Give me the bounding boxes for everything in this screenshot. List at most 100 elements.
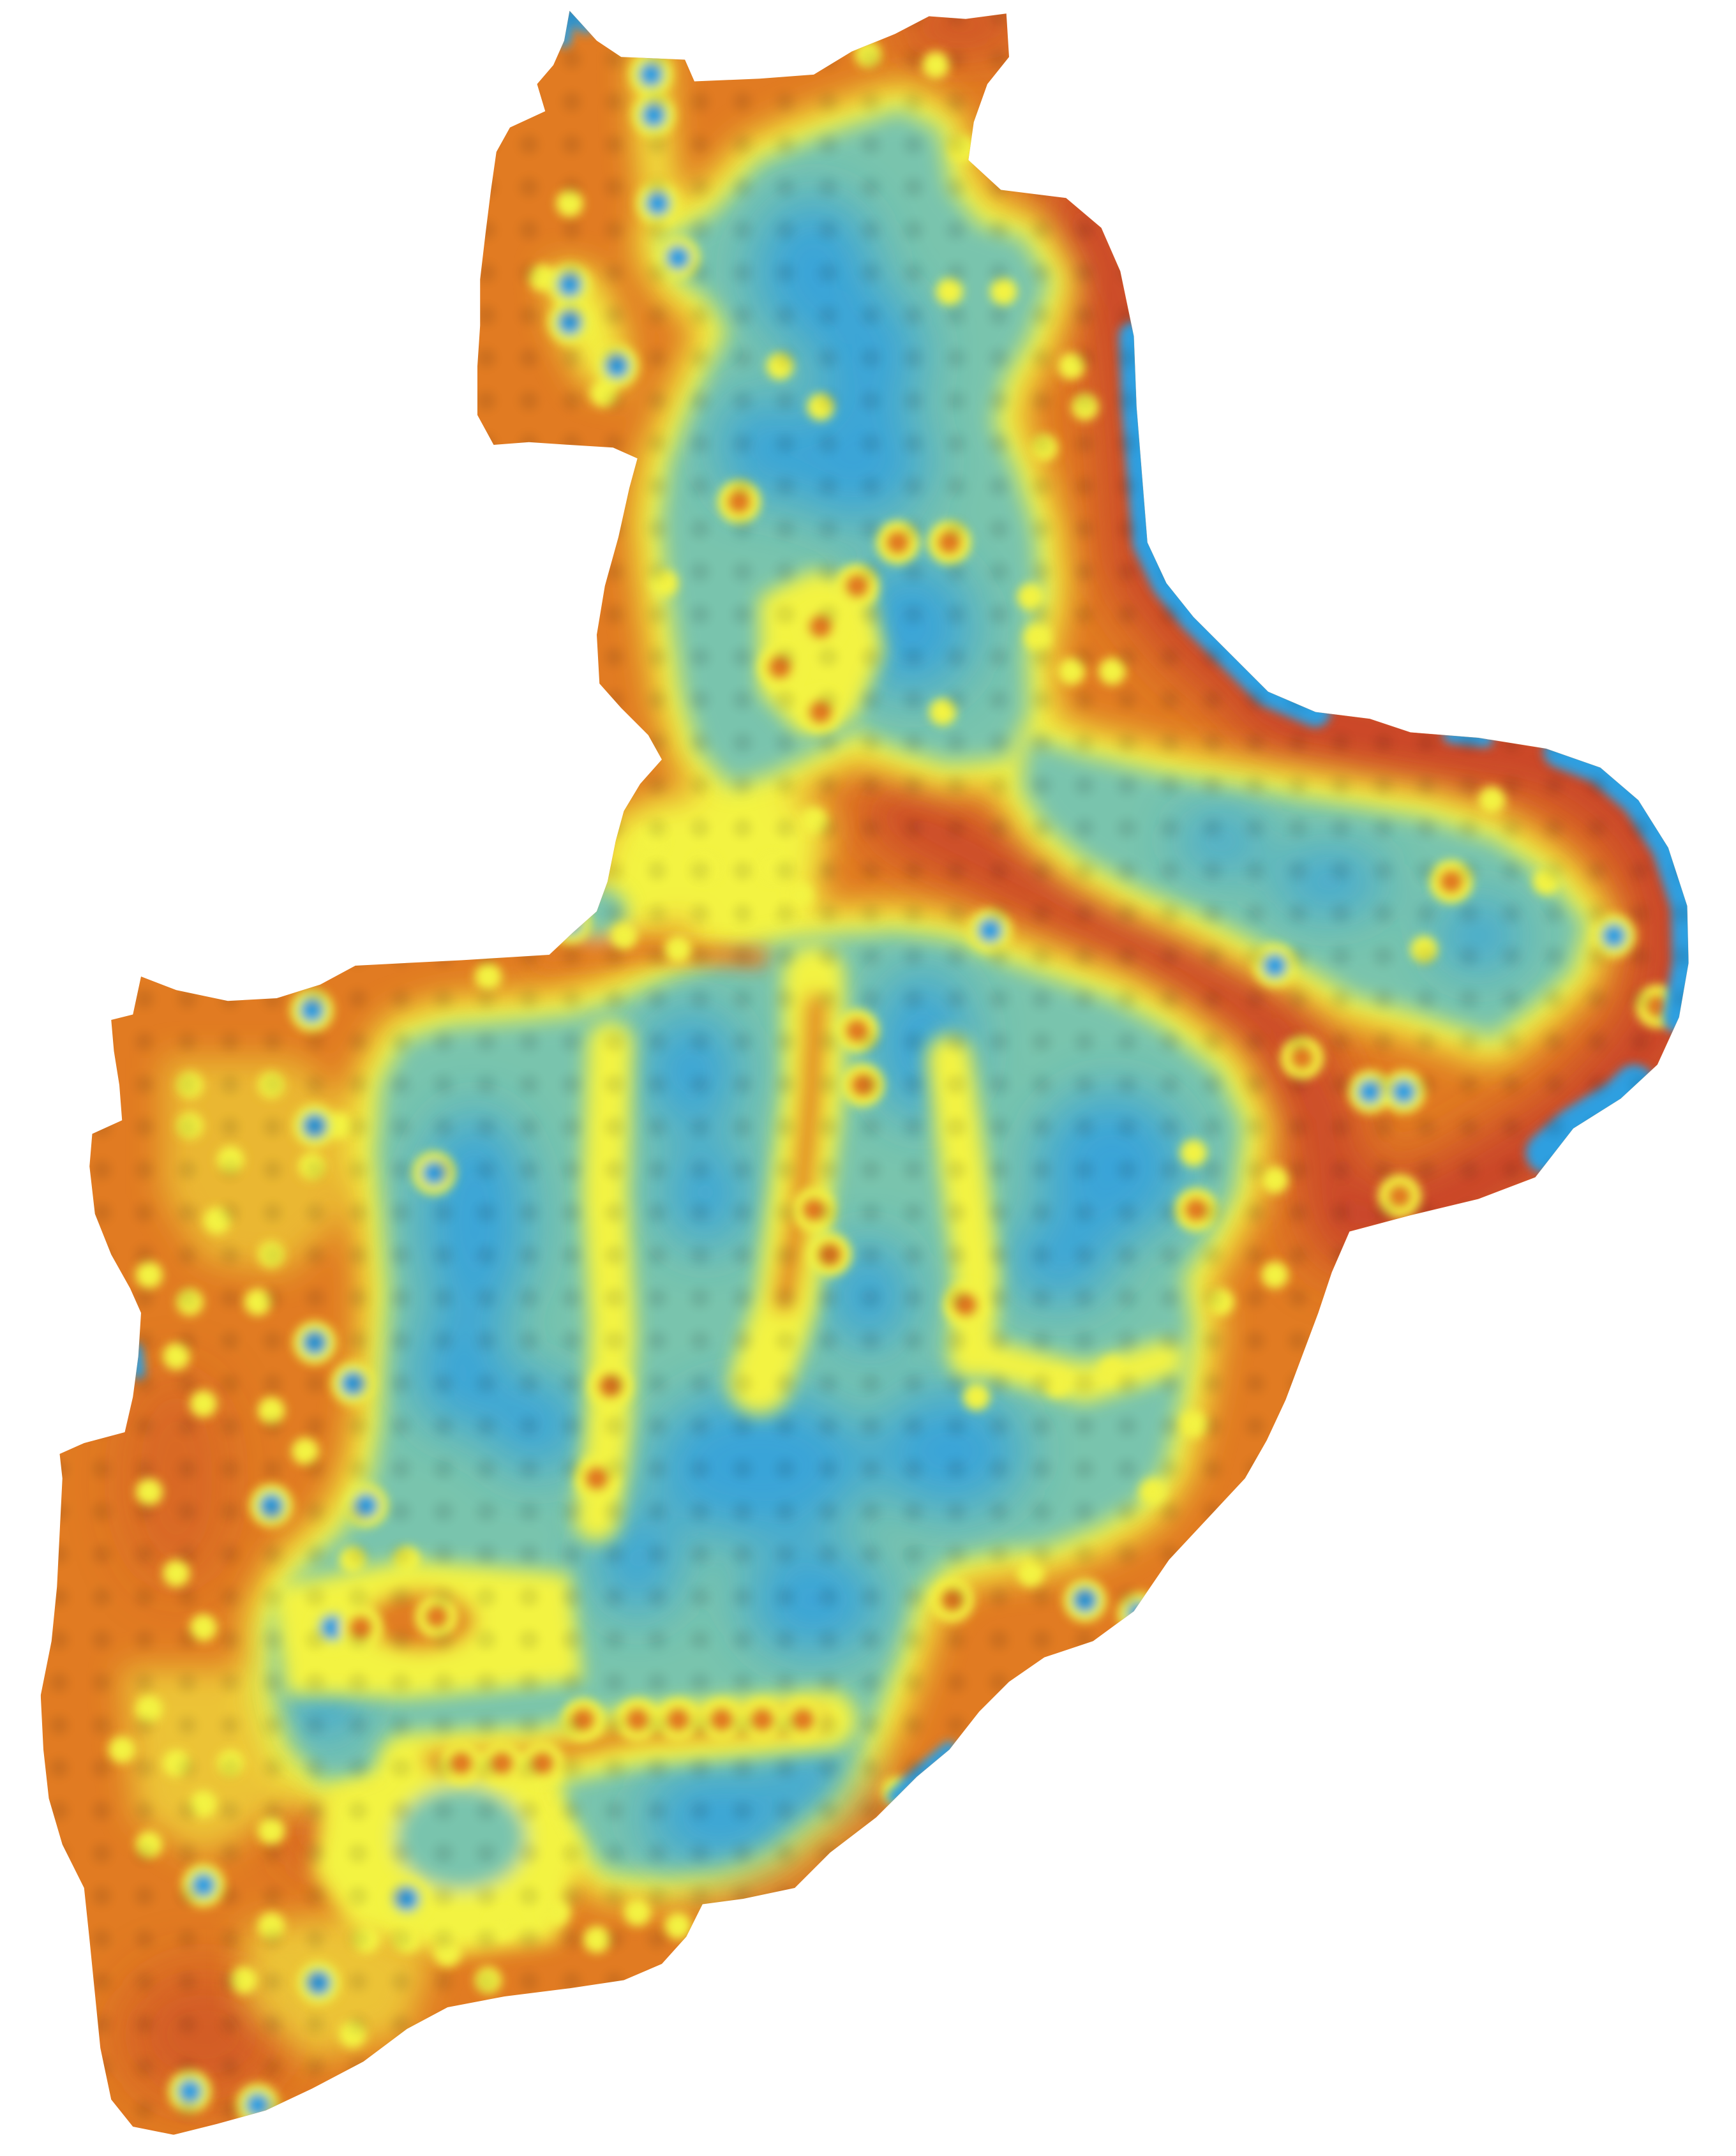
texture-dot: [647, 775, 667, 795]
texture-dot: [1288, 10, 1308, 26]
texture-dot: [690, 519, 710, 539]
texture-dot: [1374, 2143, 1393, 2156]
texture-dot: [733, 647, 752, 667]
texture-dot: [1075, 391, 1094, 410]
texture-dot: [647, 1716, 667, 1735]
texture-dot: [861, 1416, 881, 1436]
texture-dot: [1118, 92, 1137, 112]
texture-dot: [306, 1929, 325, 1949]
texture-dot: [263, 989, 282, 1008]
texture-dot: [775, 1331, 795, 1351]
texture-dot: [348, 1630, 368, 1649]
texture-dot: [1245, 2100, 1265, 2120]
texture-dot: [476, 1929, 496, 1949]
texture-dot: [861, 306, 881, 325]
texture-dot: [1075, 135, 1094, 154]
texture-dot: [1160, 989, 1179, 1008]
texture-dot: [263, 1245, 282, 1265]
texture-dot: [1673, 775, 1689, 795]
texture-dot: [1118, 861, 1137, 881]
texture-dot: [647, 904, 667, 924]
texture-dot: [1545, 1075, 1564, 1094]
hotspot-mid: [291, 1437, 319, 1465]
texture-dot: [7, 50, 26, 69]
texture-dot: [348, 1545, 368, 1564]
texture-dot: [7, 391, 26, 410]
texture-dot: [1630, 1716, 1649, 1735]
texture-dot: [733, 775, 752, 795]
texture-dot: [1587, 947, 1607, 966]
texture-dot: [647, 1545, 667, 1564]
texture-dot: [1545, 391, 1564, 410]
texture-dot: [476, 775, 496, 795]
texture-dot: [7, 477, 26, 496]
texture-dot: [562, 1545, 581, 1564]
texture-dot: [989, 135, 1008, 154]
texture-dot: [1673, 10, 1689, 26]
texture-dot: [263, 690, 282, 710]
texture-dot: [348, 1716, 368, 1735]
texture-dot: [1118, 1288, 1137, 1308]
texture-dot: [947, 1416, 966, 1436]
texture-dot: [1502, 348, 1522, 368]
texture-dot: [989, 2014, 1008, 2034]
texture-dot: [989, 1758, 1008, 1778]
texture-dot: [690, 1032, 710, 1051]
texture-dot: [861, 989, 881, 1008]
texture-dot: [775, 775, 795, 795]
texture-dot: [1245, 1843, 1265, 1863]
texture-dot: [1587, 1800, 1607, 1820]
texture-dot: [49, 220, 69, 240]
texture-dot: [818, 1288, 838, 1308]
texture-dot: [989, 1288, 1008, 1308]
texture-dot: [1331, 49, 1351, 69]
texture-dot: [947, 604, 966, 624]
texture-dot: [1118, 348, 1137, 368]
texture-dot: [1673, 1288, 1689, 1308]
texture-dot: [947, 1630, 966, 1649]
texture-dot: [733, 1416, 752, 1436]
texture-dot: [1075, 1587, 1094, 1607]
texture-dot: [135, 1502, 154, 1522]
texture-dot: [1630, 476, 1649, 496]
texture-dot: [1716, 1716, 1735, 1735]
texture-dot: [49, 733, 69, 752]
texture-dot: [1673, 1886, 1689, 1906]
texture-dot: [690, 476, 710, 496]
texture-dot: [1673, 1245, 1689, 1265]
texture-dot: [7, 691, 26, 710]
texture-dot: [1160, 1886, 1179, 1906]
texture-dot: [690, 1117, 710, 1137]
texture-dot: [1502, 733, 1522, 752]
texture-dot: [1373, 2100, 1393, 2120]
texture-dot: [1032, 947, 1051, 966]
texture-dot: [690, 1545, 710, 1564]
texture-dot: [348, 647, 368, 667]
texture-dot: [1245, 861, 1265, 881]
texture-dot: [1459, 1929, 1479, 1949]
texture-dot: [947, 306, 966, 325]
texture-dot: [1075, 348, 1094, 368]
texture-dot: [1673, 904, 1689, 924]
texture-dot: [391, 861, 410, 881]
texture-dot: [177, 1032, 197, 1051]
texture-dot: [733, 1032, 752, 1051]
texture-dot: [348, 733, 368, 752]
texture-dot: [989, 2143, 1008, 2156]
texture-dot: [989, 2057, 1008, 2077]
texture-dot: [647, 1331, 667, 1351]
texture-dot: [135, 92, 154, 112]
texture-dot: [49, 1929, 69, 1949]
texture-dot: [1459, 1459, 1479, 1479]
texture-dot: [476, 220, 496, 240]
texture-dot: [135, 391, 154, 410]
texture-dot: [306, 433, 325, 453]
texture-dot: [391, 1843, 410, 1863]
texture-dot: [92, 604, 112, 624]
texture-dot: [1716, 177, 1735, 197]
texture-dot: [818, 1972, 838, 1991]
texture-dot: [733, 1075, 752, 1094]
texture-dot: [904, 1288, 924, 1308]
texture-dot: [1587, 519, 1607, 539]
texture-dot: [904, 2100, 924, 2120]
